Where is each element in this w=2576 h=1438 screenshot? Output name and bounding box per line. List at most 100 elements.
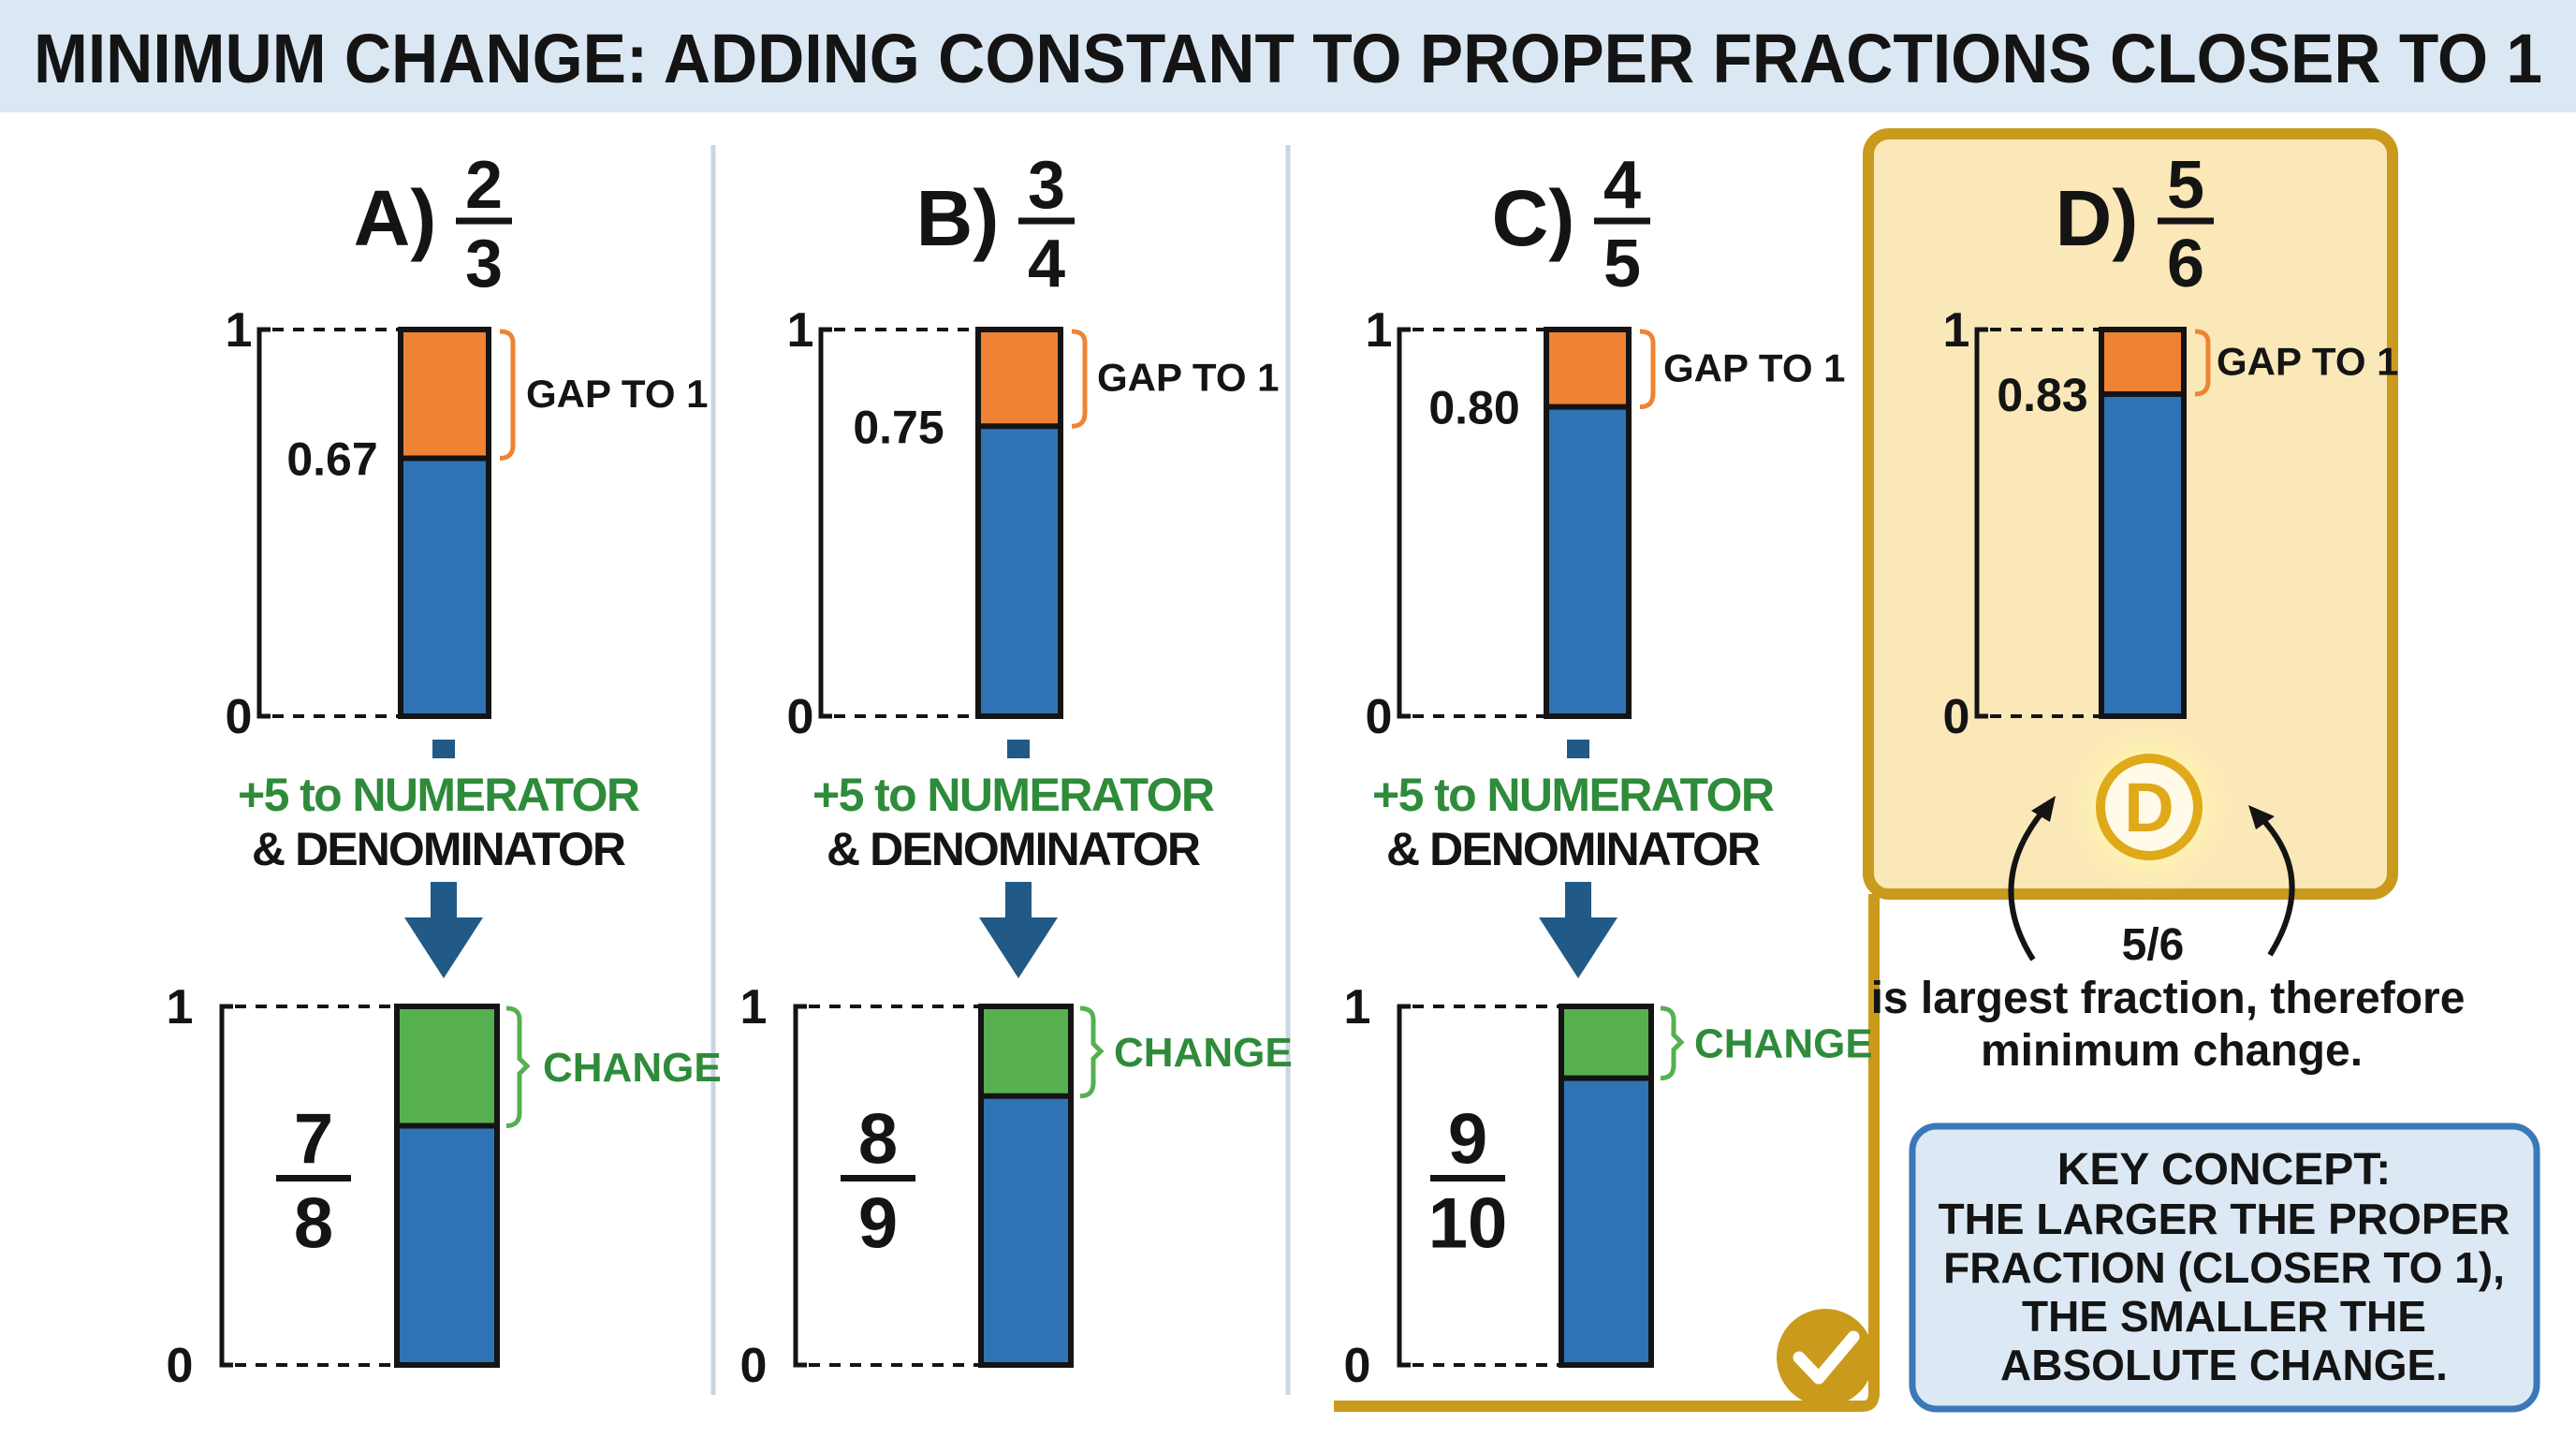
value-label: 0.67 <box>286 433 377 486</box>
option-column-1: A) 23 1 0 0.67 GAP TO 1 +5 to NUMERATOR& DENOM… <box>167 148 722 1393</box>
bar-outline <box>398 327 491 719</box>
key-concept-title: KEY CONCEPT: <box>2057 1145 2392 1195</box>
step-connector <box>432 740 455 758</box>
axis-label-1: 1 <box>1366 303 1393 358</box>
original-value-bar <box>1561 1078 1651 1365</box>
axis-line <box>793 1004 807 1368</box>
axis-line <box>1397 327 1411 719</box>
axis-label-1: 1 <box>740 980 768 1034</box>
bar-outline <box>1559 1004 1654 1368</box>
option-letter: A) <box>354 174 437 262</box>
value-label: 0.75 <box>853 401 944 453</box>
gap-bracket <box>1071 329 1088 429</box>
curved-arrow-right <box>2255 812 2295 957</box>
axis-line <box>219 1004 233 1368</box>
option-numerator: 5 <box>2167 148 2204 223</box>
answer-badge <box>2096 754 2203 860</box>
axis-label-1: 1 <box>167 980 194 1034</box>
title-band <box>0 0 2576 112</box>
step-connector <box>1567 740 1589 758</box>
gap-bar <box>978 330 1061 427</box>
option-column-2: B) 34 1 0 0.75 GAP TO 1 +5 to NUMERATOR& DENOM… <box>740 148 1293 1393</box>
answer-highlight-connector <box>1334 894 1880 1412</box>
option-denominator: 5 <box>1603 227 1641 301</box>
axis-label-1: 1 <box>226 303 253 358</box>
original-value-bar <box>981 1095 1071 1365</box>
option-numerator: 4 <box>1603 148 1641 223</box>
step-label-2: & DENOMINATOR <box>252 823 626 875</box>
value-label: 0.80 <box>1428 382 1519 434</box>
gap-label: GAP TO 1 <box>1097 356 1280 400</box>
new-fraction-denominator: 8 <box>294 1184 333 1264</box>
step-label-2: & DENOMINATOR <box>1386 823 1761 875</box>
change-bar <box>981 1006 1071 1096</box>
option-numerator: 3 <box>1028 148 1065 223</box>
bar-outline <box>394 1004 500 1368</box>
gap-bar <box>1546 330 1629 407</box>
new-fraction-denominator: 10 <box>1428 1184 1508 1264</box>
bar-outline <box>1544 327 1632 719</box>
axis-label-0: 0 <box>226 690 253 744</box>
answer-badge-letter: D <box>2124 769 2174 846</box>
option-letter: B) <box>916 174 1000 262</box>
down-arrow-icon <box>1539 882 1617 978</box>
step-label-2: & DENOMINATOR <box>827 823 1201 875</box>
check-circle <box>1777 1309 1874 1406</box>
axis-line <box>1397 1004 1411 1368</box>
axis-label-0: 0 <box>787 690 814 744</box>
axis-line <box>256 327 271 719</box>
axis-label-0: 0 <box>1366 690 1393 744</box>
bar-outline <box>978 1004 1074 1368</box>
value-bar <box>978 426 1061 716</box>
step-label-1: +5 to NUMERATOR <box>812 769 1215 821</box>
change-bar <box>397 1006 497 1126</box>
change-bar <box>1561 1006 1651 1078</box>
answer-explanation-2: minimum change. <box>1981 1026 2363 1076</box>
page-title: MINIMUM CHANGE: ADDING CONSTANT TO PROPE… <box>34 20 2542 97</box>
axis-label-0: 0 <box>167 1339 194 1393</box>
key-concept-line-2: FRACTION (CLOSER TO 1), <box>1943 1243 2505 1292</box>
step-connector <box>1007 740 1030 758</box>
value-bar <box>1546 406 1629 716</box>
original-value-bar <box>397 1125 497 1365</box>
change-bracket <box>1079 1005 1105 1099</box>
change-bracket <box>505 1005 531 1129</box>
curved-arrow-right-head <box>2248 805 2275 829</box>
down-arrow-icon <box>404 882 483 978</box>
axis-line <box>1974 327 1988 719</box>
answer-explanation-1: is largest fraction, therefore <box>1871 974 2466 1023</box>
gap-bar <box>2101 330 2184 394</box>
curved-arrow-left <box>2008 803 2051 961</box>
new-fraction-numerator: 7 <box>294 1100 333 1180</box>
change-label: CHANGE <box>543 1045 722 1091</box>
gap-label: GAP TO 1 <box>2217 339 2399 383</box>
bar-outline <box>2099 327 2187 719</box>
option-letter: C) <box>1492 174 1575 262</box>
value-bar <box>401 458 489 716</box>
option-column-4: D) 56 1 0 0.83 GAP TO 1 <box>1943 148 2399 744</box>
axis-label-1: 1 <box>1344 980 1371 1034</box>
option-letter: D) <box>2056 174 2139 262</box>
option-denominator: 6 <box>2167 227 2204 301</box>
axis-label-0: 0 <box>740 1339 768 1393</box>
axis-label-1: 1 <box>1943 303 1970 358</box>
new-fraction-numerator: 9 <box>1448 1100 1487 1180</box>
step-label-1: +5 to NUMERATOR <box>238 769 640 821</box>
step-label-1: +5 to NUMERATOR <box>1372 769 1775 821</box>
gap-label: GAP TO 1 <box>1663 345 1846 389</box>
bar-outline <box>975 327 1063 719</box>
new-fraction-denominator: 9 <box>858 1184 898 1264</box>
gap-bracket <box>499 329 516 462</box>
gap-label: GAP TO 1 <box>526 372 709 416</box>
axis-label-0: 0 <box>1344 1339 1371 1393</box>
option-denominator: 3 <box>465 227 503 301</box>
value-label: 0.83 <box>1997 369 2087 421</box>
curved-arrow-left-head <box>2031 796 2056 822</box>
axis-label-1: 1 <box>787 303 814 358</box>
key-concept-line-4: ABSOLUTE CHANGE. <box>2000 1341 2448 1389</box>
gap-bracket <box>2194 329 2211 397</box>
key-concept-line-1: THE LARGER THE PROPER <box>1939 1195 2510 1243</box>
answer-fraction: 5/6 <box>2122 920 2185 970</box>
